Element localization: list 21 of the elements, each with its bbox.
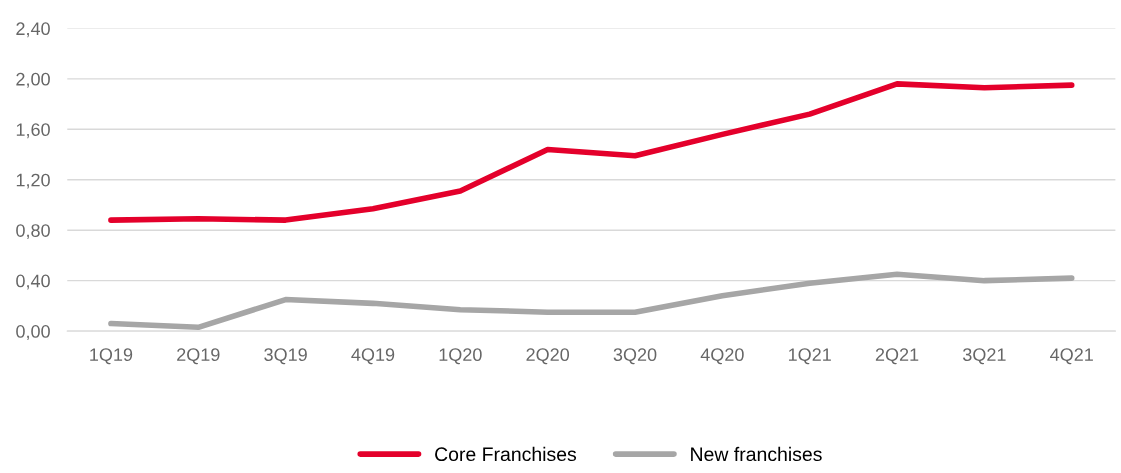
y-tick-label: 0,00: [16, 325, 50, 340]
legend-label: Core Franchises: [435, 446, 577, 462]
y-tick-label: 2,40: [16, 22, 50, 38]
legend-label: New franchises: [691, 446, 822, 462]
y-tick-label: 2,00: [16, 72, 50, 88]
x-tick-label: 2Q21: [875, 348, 919, 365]
y-tick-label: 1,20: [16, 173, 50, 189]
x-tick-label: 3Q20: [613, 348, 657, 365]
x-tick-label: 4Q20: [700, 348, 744, 365]
y-tick-label: 1,60: [16, 123, 50, 139]
x-tick-label: 1Q21: [788, 348, 831, 365]
x-tick-label: 4Q21: [1050, 348, 1093, 365]
x-tick-label: 2Q20: [526, 348, 570, 365]
x-tick-label: 1Q19: [90, 348, 133, 365]
x-tick-label: 3Q19: [264, 348, 307, 365]
x-tick-label: 2Q19: [177, 348, 220, 365]
x-tick-label: 1Q20: [439, 348, 482, 365]
y-tick-label: 0,40: [16, 274, 50, 290]
y-tick-label: 0,80: [16, 224, 50, 240]
x-tick-label: 4Q19: [351, 348, 395, 365]
x-tick-label: 3Q21: [962, 348, 1006, 365]
